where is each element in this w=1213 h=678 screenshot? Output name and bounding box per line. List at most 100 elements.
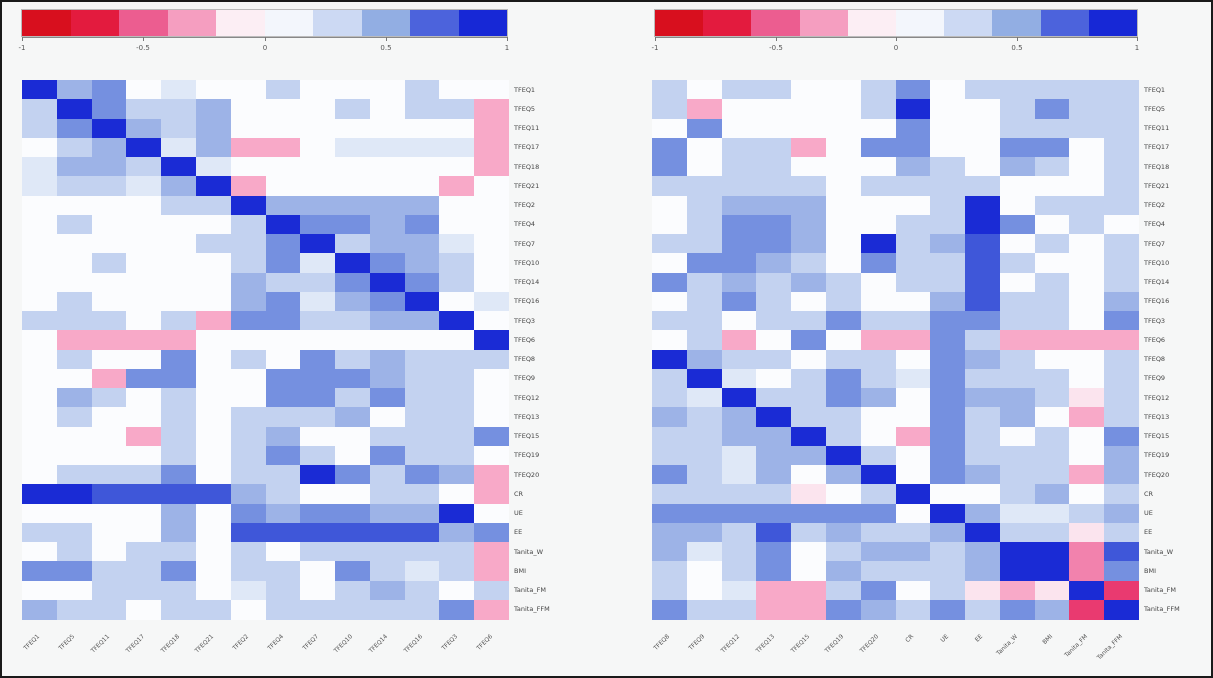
heatmap-cell (91, 272, 127, 293)
row-label: TFEQ17 (1144, 143, 1170, 151)
heatmap-cell (965, 214, 1001, 235)
heatmap-cell (126, 176, 162, 196)
heatmap-cell (300, 580, 336, 601)
colorbar-tick (896, 37, 897, 41)
row-label: TFEQ20 (1144, 471, 1170, 479)
heatmap-cell (999, 561, 1036, 581)
heatmap-cell (265, 176, 301, 196)
heatmap-cell (126, 484, 162, 504)
heatmap-cell (439, 80, 475, 100)
heatmap-cell (369, 80, 406, 100)
heatmap-cell (56, 214, 93, 235)
heatmap-cell (999, 176, 1036, 196)
heatmap-cell (91, 176, 127, 196)
heatmap-cell (686, 349, 723, 370)
heatmap-cell (91, 99, 127, 119)
heatmap-cell (161, 291, 197, 312)
heatmap-cell (721, 311, 757, 331)
heatmap-cell (930, 253, 966, 273)
heatmap-cell (91, 368, 127, 389)
heatmap-cell (965, 368, 1001, 389)
heatmap-cell (895, 465, 931, 485)
heatmap-cell (369, 214, 406, 235)
heatmap-cell (860, 561, 896, 581)
heatmap-cell (439, 291, 475, 312)
heatmap-cell (895, 503, 931, 524)
heatmap-cell (860, 599, 896, 620)
heatmap-cell (791, 176, 827, 196)
heatmap-cell (300, 542, 336, 562)
heatmap-cell (56, 522, 93, 543)
heatmap-cell (91, 80, 127, 100)
heatmap-cell (895, 426, 931, 447)
heatmap-cell (1069, 272, 1105, 293)
heatmap-cell (652, 272, 688, 293)
colorbar-segment (361, 10, 410, 36)
heatmap-cell (56, 291, 93, 312)
heatmap-cell (721, 80, 757, 100)
heatmap-cell (1034, 542, 1070, 562)
heatmap-cell (825, 176, 862, 196)
row-label: TFEQ7 (1144, 240, 1166, 248)
heatmap-cell (369, 291, 406, 312)
heatmap-cell (369, 503, 406, 524)
heatmap-cell (652, 484, 688, 504)
heatmap-cell (791, 214, 827, 235)
heatmap-cell (474, 426, 510, 447)
heatmap-cell (369, 368, 406, 389)
heatmap-cell (930, 330, 966, 350)
heatmap-cell (791, 157, 827, 177)
heatmap-cell (965, 388, 1001, 408)
row-label: TFEQ21 (514, 182, 540, 190)
heatmap-cell (439, 214, 475, 235)
heatmap-cell (895, 349, 931, 370)
heatmap-cell (91, 157, 127, 177)
heatmap-cell (721, 137, 757, 158)
row-label: TFEQ14 (514, 278, 540, 286)
heatmap-cell (791, 99, 827, 119)
heatmap-cell (195, 580, 232, 601)
heatmap-cell (404, 542, 440, 562)
heatmap-cell (1034, 426, 1070, 447)
heatmap-cell (860, 388, 896, 408)
heatmap-cell (56, 388, 93, 408)
heatmap-cell (22, 330, 58, 350)
row-label: TFEQ1 (1144, 86, 1166, 94)
heatmap-cell (756, 137, 792, 158)
heatmap-cell (126, 349, 162, 370)
heatmap-cell (860, 542, 896, 562)
colorbar-segment (992, 10, 1041, 36)
colorbar-segment (70, 10, 119, 36)
row-label: TFEQ16 (514, 297, 540, 305)
heatmap-cell (930, 388, 966, 408)
heatmap-cell (965, 272, 1001, 293)
heatmap-cell (22, 99, 58, 119)
heatmap-cell (56, 330, 93, 350)
heatmap-cell (230, 426, 266, 447)
heatmap-cell (965, 426, 1001, 447)
heatmap-cell (230, 176, 266, 196)
heatmap-cell (126, 214, 162, 235)
heatmap-cell (686, 80, 723, 100)
heatmap-cell (300, 157, 336, 177)
heatmap-cell (686, 407, 723, 427)
heatmap-cell (999, 137, 1036, 158)
heatmap-cell (1034, 272, 1070, 293)
heatmap-cell (686, 330, 723, 350)
heatmap-cell (439, 99, 475, 119)
heatmap-cell (195, 599, 232, 620)
heatmap-cell (335, 503, 371, 524)
heatmap-cell (369, 272, 406, 293)
heatmap-cell (404, 234, 440, 254)
heatmap-cell (1034, 214, 1070, 235)
heatmap-cell (686, 368, 723, 389)
heatmap-cell (439, 484, 475, 504)
heatmap-cell (56, 157, 93, 177)
heatmap-cell (895, 445, 931, 466)
heatmap-cell (404, 580, 440, 601)
heatmap-cell (860, 291, 896, 312)
heatmap-cell (404, 561, 440, 581)
heatmap-cell (404, 118, 440, 139)
heatmap-cell (369, 330, 406, 350)
heatmap-cell (1069, 311, 1105, 331)
